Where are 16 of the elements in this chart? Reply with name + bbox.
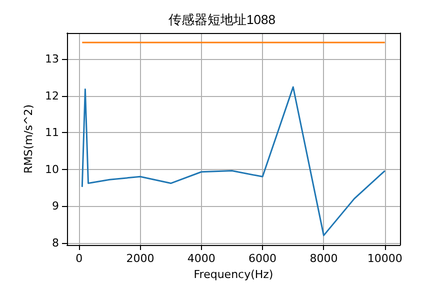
y-tick-label: 10 [45,162,59,176]
x-tick-label: 0 [76,252,83,265]
x-axis-title: Frequency(Hz) [194,268,274,281]
x-tick-label: 10000 [367,252,402,265]
x-tick-label: 4000 [187,252,216,265]
line-series [81,86,386,236]
chart-title: 传感器短地址1088 [168,12,276,27]
y-tick-label: 11 [45,126,59,140]
y-tick-label: 8 [52,236,59,250]
y-tick-label: 9 [52,200,59,213]
x-tick-label: 6000 [248,252,277,265]
y-tick-label: 12 [45,89,59,102]
y-axis-title: RMS(m/s^2) [22,104,36,174]
x-tick-label: 2000 [126,252,154,265]
x-tick-label: 8000 [310,252,338,265]
y-tick-label: 13 [45,52,59,66]
